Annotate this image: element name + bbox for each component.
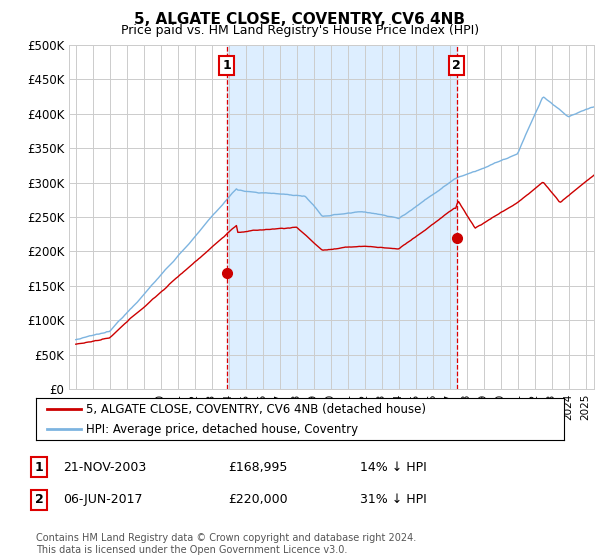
Text: 06-JUN-2017: 06-JUN-2017 (63, 493, 143, 506)
Bar (227, 45, 457, 389)
Text: 5, ALGATE CLOSE, COVENTRY, CV6 4NB (detached house): 5, ALGATE CLOSE, COVENTRY, CV6 4NB (deta… (86, 403, 426, 416)
Text: 21-NOV-2003: 21-NOV-2003 (63, 460, 146, 474)
Text: £220,000: £220,000 (228, 493, 287, 506)
Text: HPI: Average price, detached house, Coventry: HPI: Average price, detached house, Cove… (86, 423, 358, 436)
Text: Contains HM Land Registry data © Crown copyright and database right 2024.
This d: Contains HM Land Registry data © Crown c… (36, 533, 416, 555)
Text: £168,995: £168,995 (228, 460, 287, 474)
Text: 5, ALGATE CLOSE, COVENTRY, CV6 4NB: 5, ALGATE CLOSE, COVENTRY, CV6 4NB (134, 12, 466, 27)
Text: 2: 2 (35, 493, 43, 506)
Text: Price paid vs. HM Land Registry's House Price Index (HPI): Price paid vs. HM Land Registry's House … (121, 24, 479, 37)
Text: 31% ↓ HPI: 31% ↓ HPI (360, 493, 427, 506)
Text: 14% ↓ HPI: 14% ↓ HPI (360, 460, 427, 474)
Text: 1: 1 (35, 460, 43, 474)
Text: 2: 2 (452, 59, 461, 72)
Text: 1: 1 (222, 59, 231, 72)
